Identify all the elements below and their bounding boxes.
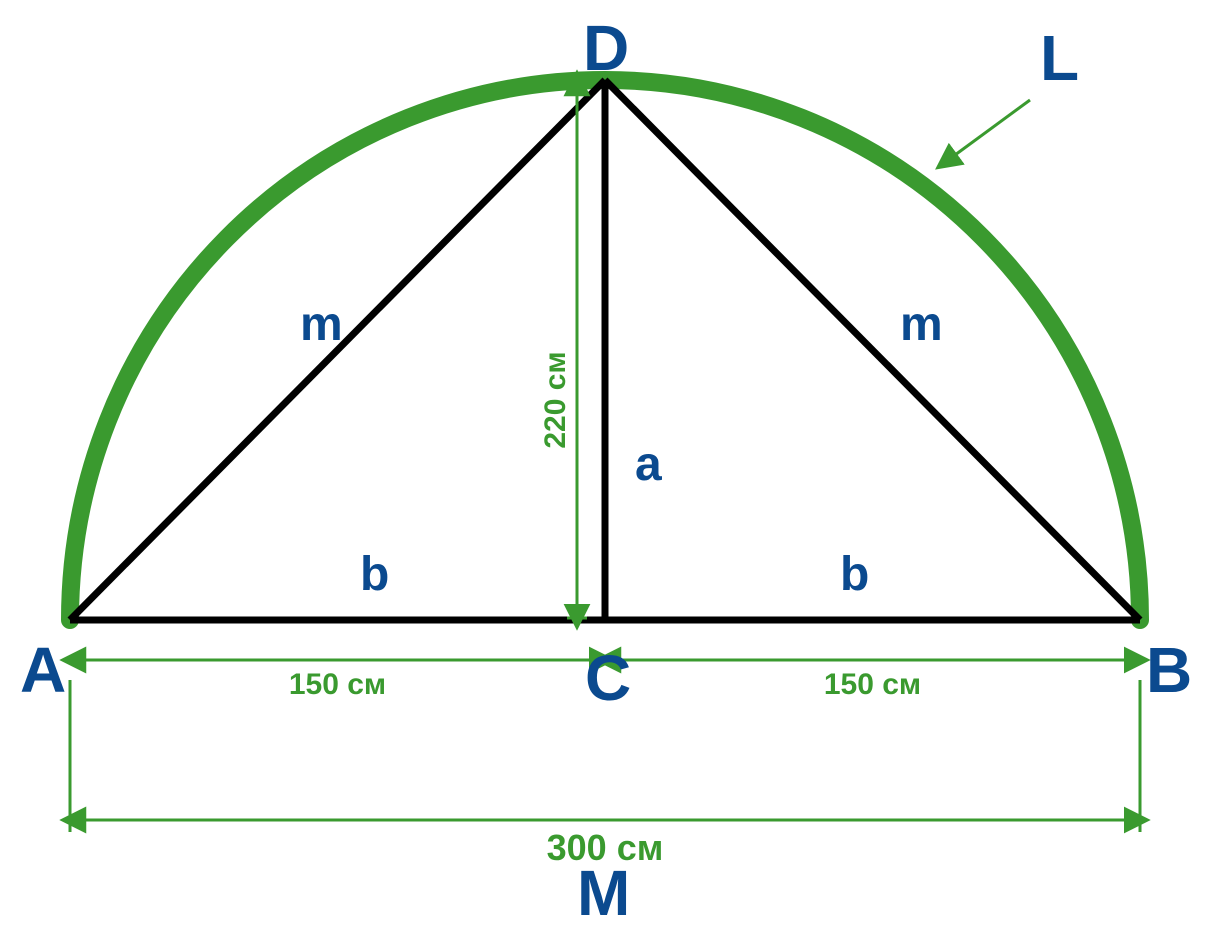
var-m-left: m <box>300 298 343 351</box>
var-m-right: m <box>900 298 943 351</box>
label-d: D <box>583 12 629 84</box>
label-c: C <box>585 642 631 714</box>
label-l: L <box>1040 22 1079 94</box>
dim-height-text: 220 см <box>539 351 572 448</box>
dim-total-text: 300 см <box>547 827 664 868</box>
height-foot-tick <box>567 606 587 618</box>
var-a: a <box>635 438 662 491</box>
dim-half-left-text: 150 см <box>289 668 386 701</box>
label-a: A <box>20 634 66 706</box>
pointer-l <box>955 100 1030 155</box>
label-b: B <box>1146 634 1192 706</box>
var-b-left: b <box>360 548 389 601</box>
dim-half-right-text: 150 см <box>824 668 921 701</box>
diagram-canvas: A B C D L M m m a b b 220 см 150 см 150 … <box>0 0 1212 934</box>
var-b-right: b <box>840 548 869 601</box>
